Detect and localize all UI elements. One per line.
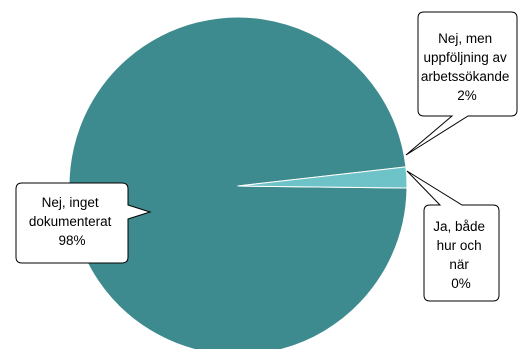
pie-slice-1 [237,166,408,189]
callout-0-line-1: Nej, inget [42,195,99,210]
callout-1-line-3: arbetssökande [421,69,510,84]
callout-text-2: Ja, både hur och när 0% [433,219,489,291]
callout-2-line-4: 0% [451,276,471,291]
callout-text-0: Nej, inget dokumenterat 98% [29,195,115,248]
callout-nej-inget-dokumenterat: Nej, inget dokumenterat 98% [15,182,152,264]
callout-box-1 [405,11,518,156]
callout-1-line-4: 2% [457,88,477,103]
callout-2-line-1: Ja, både [433,219,485,234]
callout-1-line-1: Nej, men [438,31,492,46]
callout-1-line-2: uppföljning av [423,50,507,65]
callout-0-line-3: 98% [58,233,85,248]
callout-text-1: Nej, men uppföljning av arbetssökande 2% [421,31,513,103]
callout-0-line-2: dokumenterat [29,214,112,229]
callout-nej-men-uppfoljning: Nej, men uppföljning av arbetssökande 2% [405,11,518,156]
callout-2-line-2: hur och [437,238,482,253]
pie-callouts: Nej, inget dokumenterat 98% Nej, men upp… [15,11,518,302]
callout-box-0 [15,182,152,264]
callout-2-line-3: när [449,257,469,272]
callout-box-2 [406,170,500,302]
callout-ja-bade-hur-och-nar: Ja, både hur och när 0% [406,170,500,302]
